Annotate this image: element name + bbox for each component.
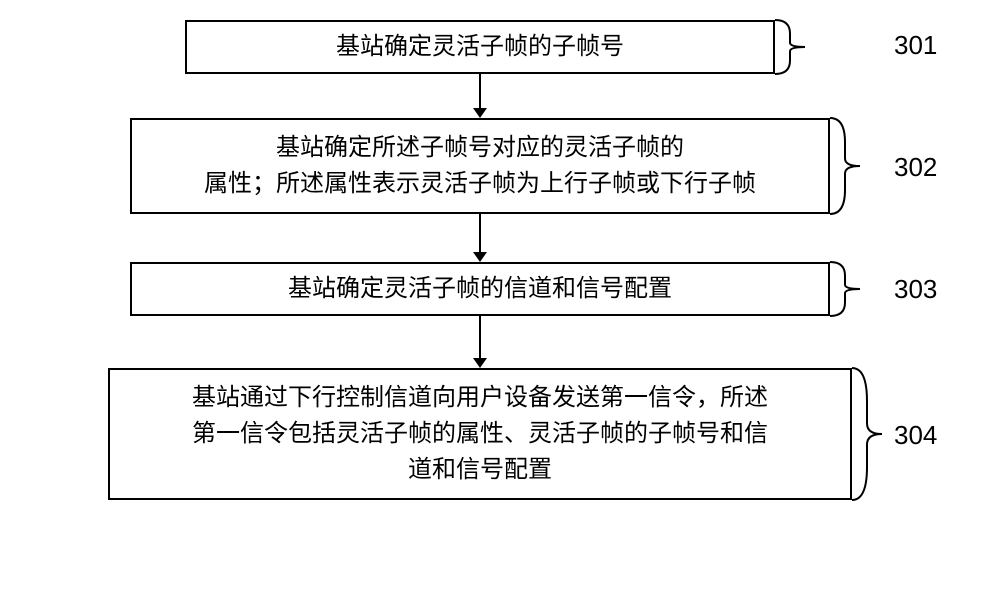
flowchart-canvas: 基站确定灵活子帧的子帧号 基站确定所述子帧号对应的灵活子帧的属性；所述属性表示灵…: [0, 0, 1000, 592]
step-3-label: 303: [894, 274, 937, 305]
step-2-label: 302: [894, 152, 937, 183]
step-4-label: 304: [894, 420, 937, 451]
step-1-label: 301: [894, 30, 937, 61]
step-4-box: 基站通过下行控制信道向用户设备发送第一信令，所述第一信令包括灵活子帧的属性、灵活…: [108, 368, 852, 500]
step-3-box: 基站确定灵活子帧的信道和信号配置: [130, 262, 830, 316]
step-2-text: 基站确定所述子帧号对应的灵活子帧的属性；所述属性表示灵活子帧为上行子帧或下行子帧: [204, 130, 756, 202]
step-1-box: 基站确定灵活子帧的子帧号: [185, 20, 775, 74]
step-1-text: 基站确定灵活子帧的子帧号: [336, 29, 624, 65]
step-2-box: 基站确定所述子帧号对应的灵活子帧的属性；所述属性表示灵活子帧为上行子帧或下行子帧: [130, 118, 830, 214]
step-4-text: 基站通过下行控制信道向用户设备发送第一信令，所述第一信令包括灵活子帧的属性、灵活…: [192, 380, 768, 488]
step-3-text: 基站确定灵活子帧的信道和信号配置: [288, 271, 672, 307]
